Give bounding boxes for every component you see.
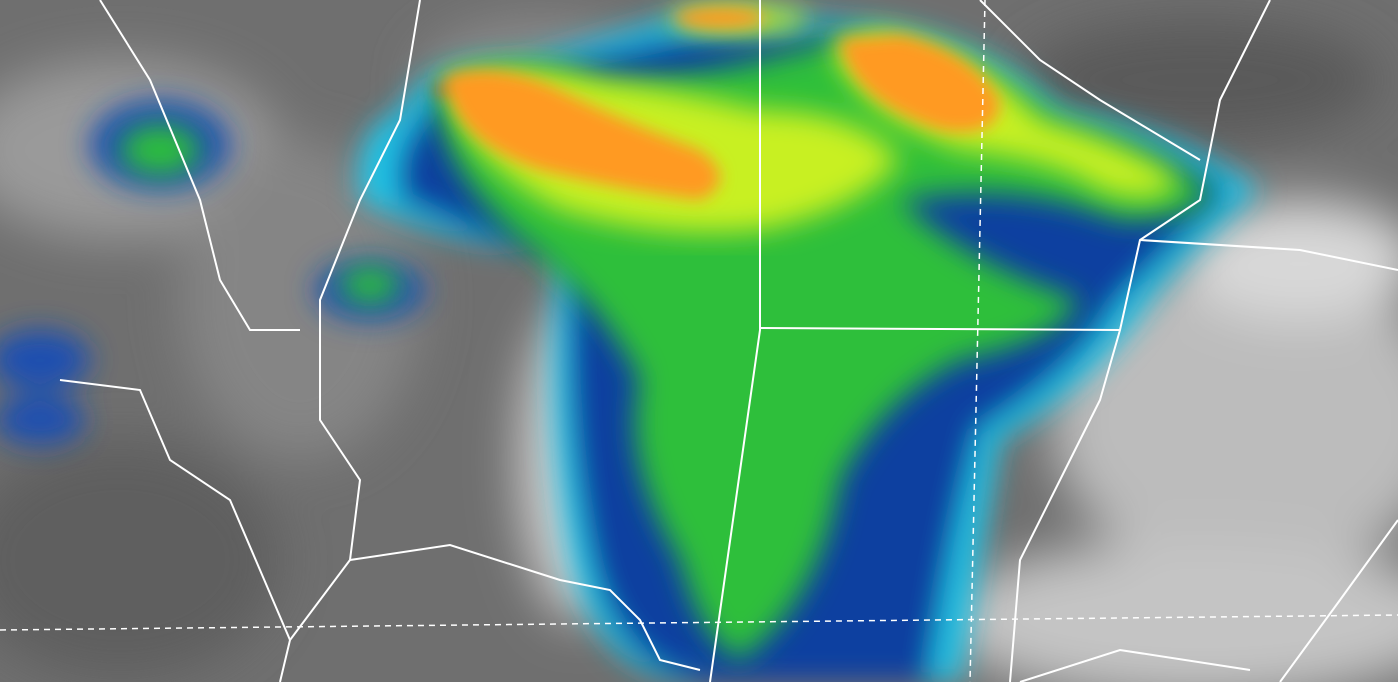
longitude-line [969, 0, 986, 682]
province-border [1139, 239, 1398, 271]
storm-complex [0, 6, 1260, 682]
province-border [99, 0, 300, 331]
country-border [279, 0, 421, 682]
province-border [59, 379, 291, 641]
state-border [709, 0, 761, 682]
province-border [349, 543, 701, 671]
border-lines [59, 0, 1398, 682]
state-border [759, 327, 1121, 331]
latitude-line [0, 614, 1398, 631]
province-border [1019, 648, 1251, 682]
province-border [979, 0, 1201, 161]
province-border [1279, 519, 1398, 682]
country-border [1009, 0, 1271, 682]
